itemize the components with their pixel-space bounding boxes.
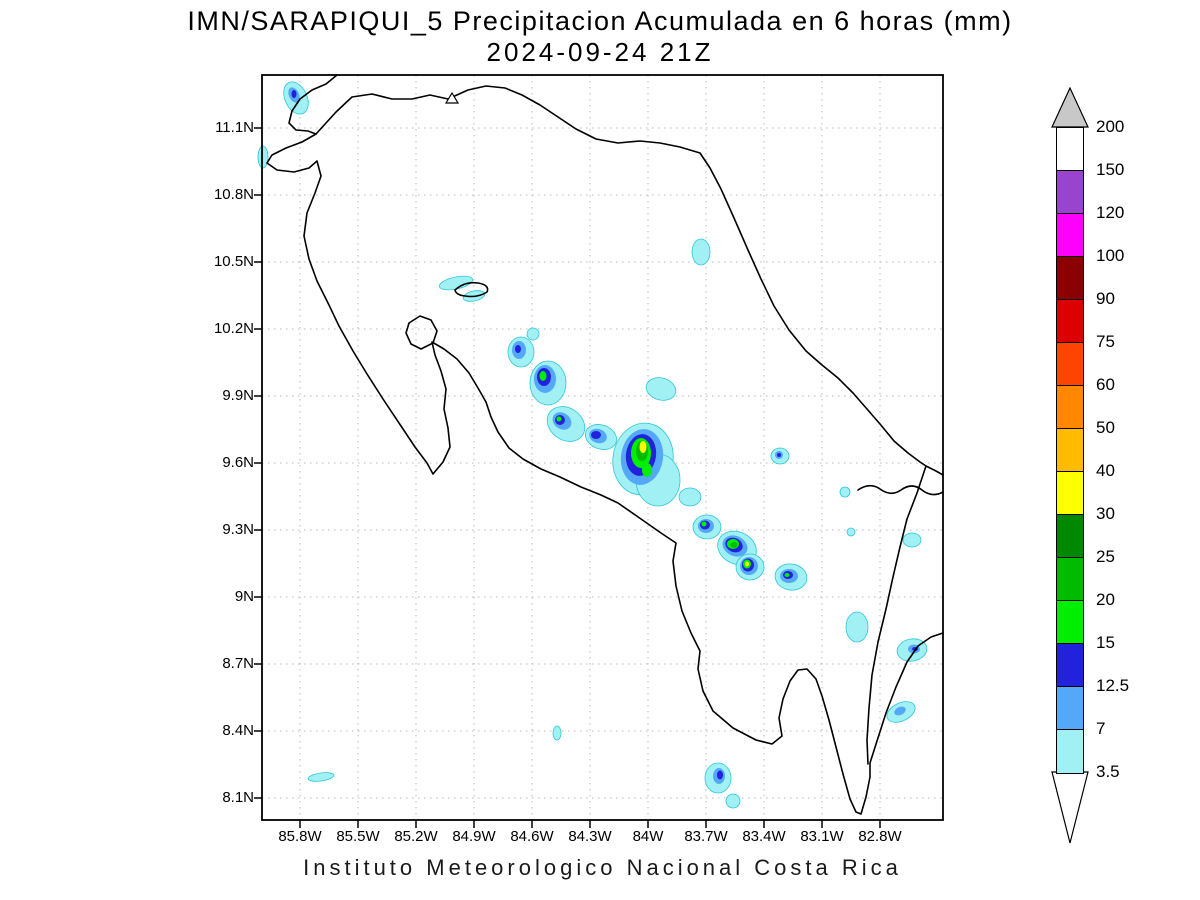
colorbar-band [1057, 429, 1083, 472]
page-title: IMN/SARAPIQUI_5 Precipitacion Acumulada … [187, 6, 1013, 36]
colorbar-level-label: 7 [1096, 719, 1106, 738]
colorbar-level-label: 25 [1096, 547, 1115, 566]
colorbar-level-label: 75 [1096, 332, 1115, 351]
colorbar-level-label: 60 [1096, 375, 1115, 394]
panama-border [866, 465, 927, 765]
colorbar-level-label: 90 [1096, 289, 1115, 308]
lon-tick-label: 83.1W [800, 828, 844, 845]
colorbar-band [1057, 730, 1083, 773]
lon-tick-label: 85.5W [336, 828, 380, 845]
gulf-island-outline [405, 315, 438, 350]
colorbar-level-label: 3.5 [1096, 762, 1120, 781]
panama-lagoon-coast [857, 484, 944, 496]
colorbar-level-label: 30 [1096, 504, 1115, 523]
colorbar-level-label: 40 [1096, 461, 1115, 480]
lon-tick-label: 83.4W [742, 828, 786, 845]
lon-tick-label: 84.6W [510, 828, 554, 845]
colorbar-band [1057, 386, 1083, 429]
pacific-coast [266, 133, 944, 815]
colorbar [1056, 127, 1084, 774]
colorbar-band [1057, 644, 1083, 687]
lat-tick-label: 10.5N [213, 253, 254, 270]
lat-tick-label: 9.9N [222, 387, 254, 404]
colorbar-band [1057, 515, 1083, 558]
lat-tick-label: 10.8N [213, 186, 254, 203]
coastline [266, 74, 944, 815]
lon-tick-label: 84W [632, 828, 664, 845]
colorbar-band [1057, 214, 1083, 257]
lat-tick-label: 11.1N [215, 119, 254, 136]
lat-tick-label: 8.7N [222, 655, 254, 672]
lat-tick-label: 9.6N [222, 454, 254, 471]
lon-tick-label: 84.9W [452, 828, 496, 845]
axis-tick-marks [254, 127, 881, 828]
lat-tick-label: 10.2N [213, 320, 254, 337]
colorbar-level-label: 20 [1096, 590, 1115, 609]
colorbar-level-label: 200 [1096, 117, 1125, 136]
lat-tick-label: 8.1N [222, 789, 254, 806]
precip-shading [257, 81, 928, 809]
lon-tick-label: 85.8W [278, 828, 322, 845]
colorbar-level-label: 15 [1096, 633, 1115, 652]
page-subtitle-datetime: 2024-09-24 21Z [486, 37, 714, 67]
lon-tick-label: 83.7W [684, 828, 728, 845]
colorbar-band [1057, 128, 1083, 171]
institution-footer: Instituto Meteorologico Nacional Costa R… [303, 855, 902, 880]
colorbar-band [1057, 343, 1083, 386]
colorbar-band [1057, 558, 1083, 601]
colorbar-level-label: 120 [1096, 203, 1125, 222]
lake-outline [454, 281, 489, 298]
lat-tick-label: 9.3N [222, 521, 254, 538]
colorbar-level-label: 100 [1096, 246, 1125, 265]
colorbar-band [1057, 171, 1083, 214]
lat-tick-label: 8.4N [222, 722, 254, 739]
colorbar-band [1057, 601, 1083, 644]
north-border-caribbean-coast [288, 74, 944, 476]
lon-tick-label: 82.8W [858, 828, 902, 845]
colorbar-level-label: 50 [1096, 418, 1115, 437]
colorbar-level-label: 12.5 [1096, 676, 1130, 695]
colorbar-level-label: 150 [1096, 160, 1125, 179]
colorbar-band [1057, 300, 1083, 343]
lon-tick-label: 84.3W [568, 828, 612, 845]
colorbar-top-arrow [1051, 86, 1089, 128]
colorbar-band [1057, 257, 1083, 300]
map-frame [261, 74, 944, 821]
station-triangle-marker [444, 91, 460, 104]
colorbar-band [1057, 687, 1083, 730]
lat-tick-label: 9N [234, 588, 254, 605]
lon-tick-label: 85.2W [394, 828, 438, 845]
colorbar-band [1057, 472, 1083, 515]
colorbar-bottom-arrow [1051, 771, 1089, 844]
